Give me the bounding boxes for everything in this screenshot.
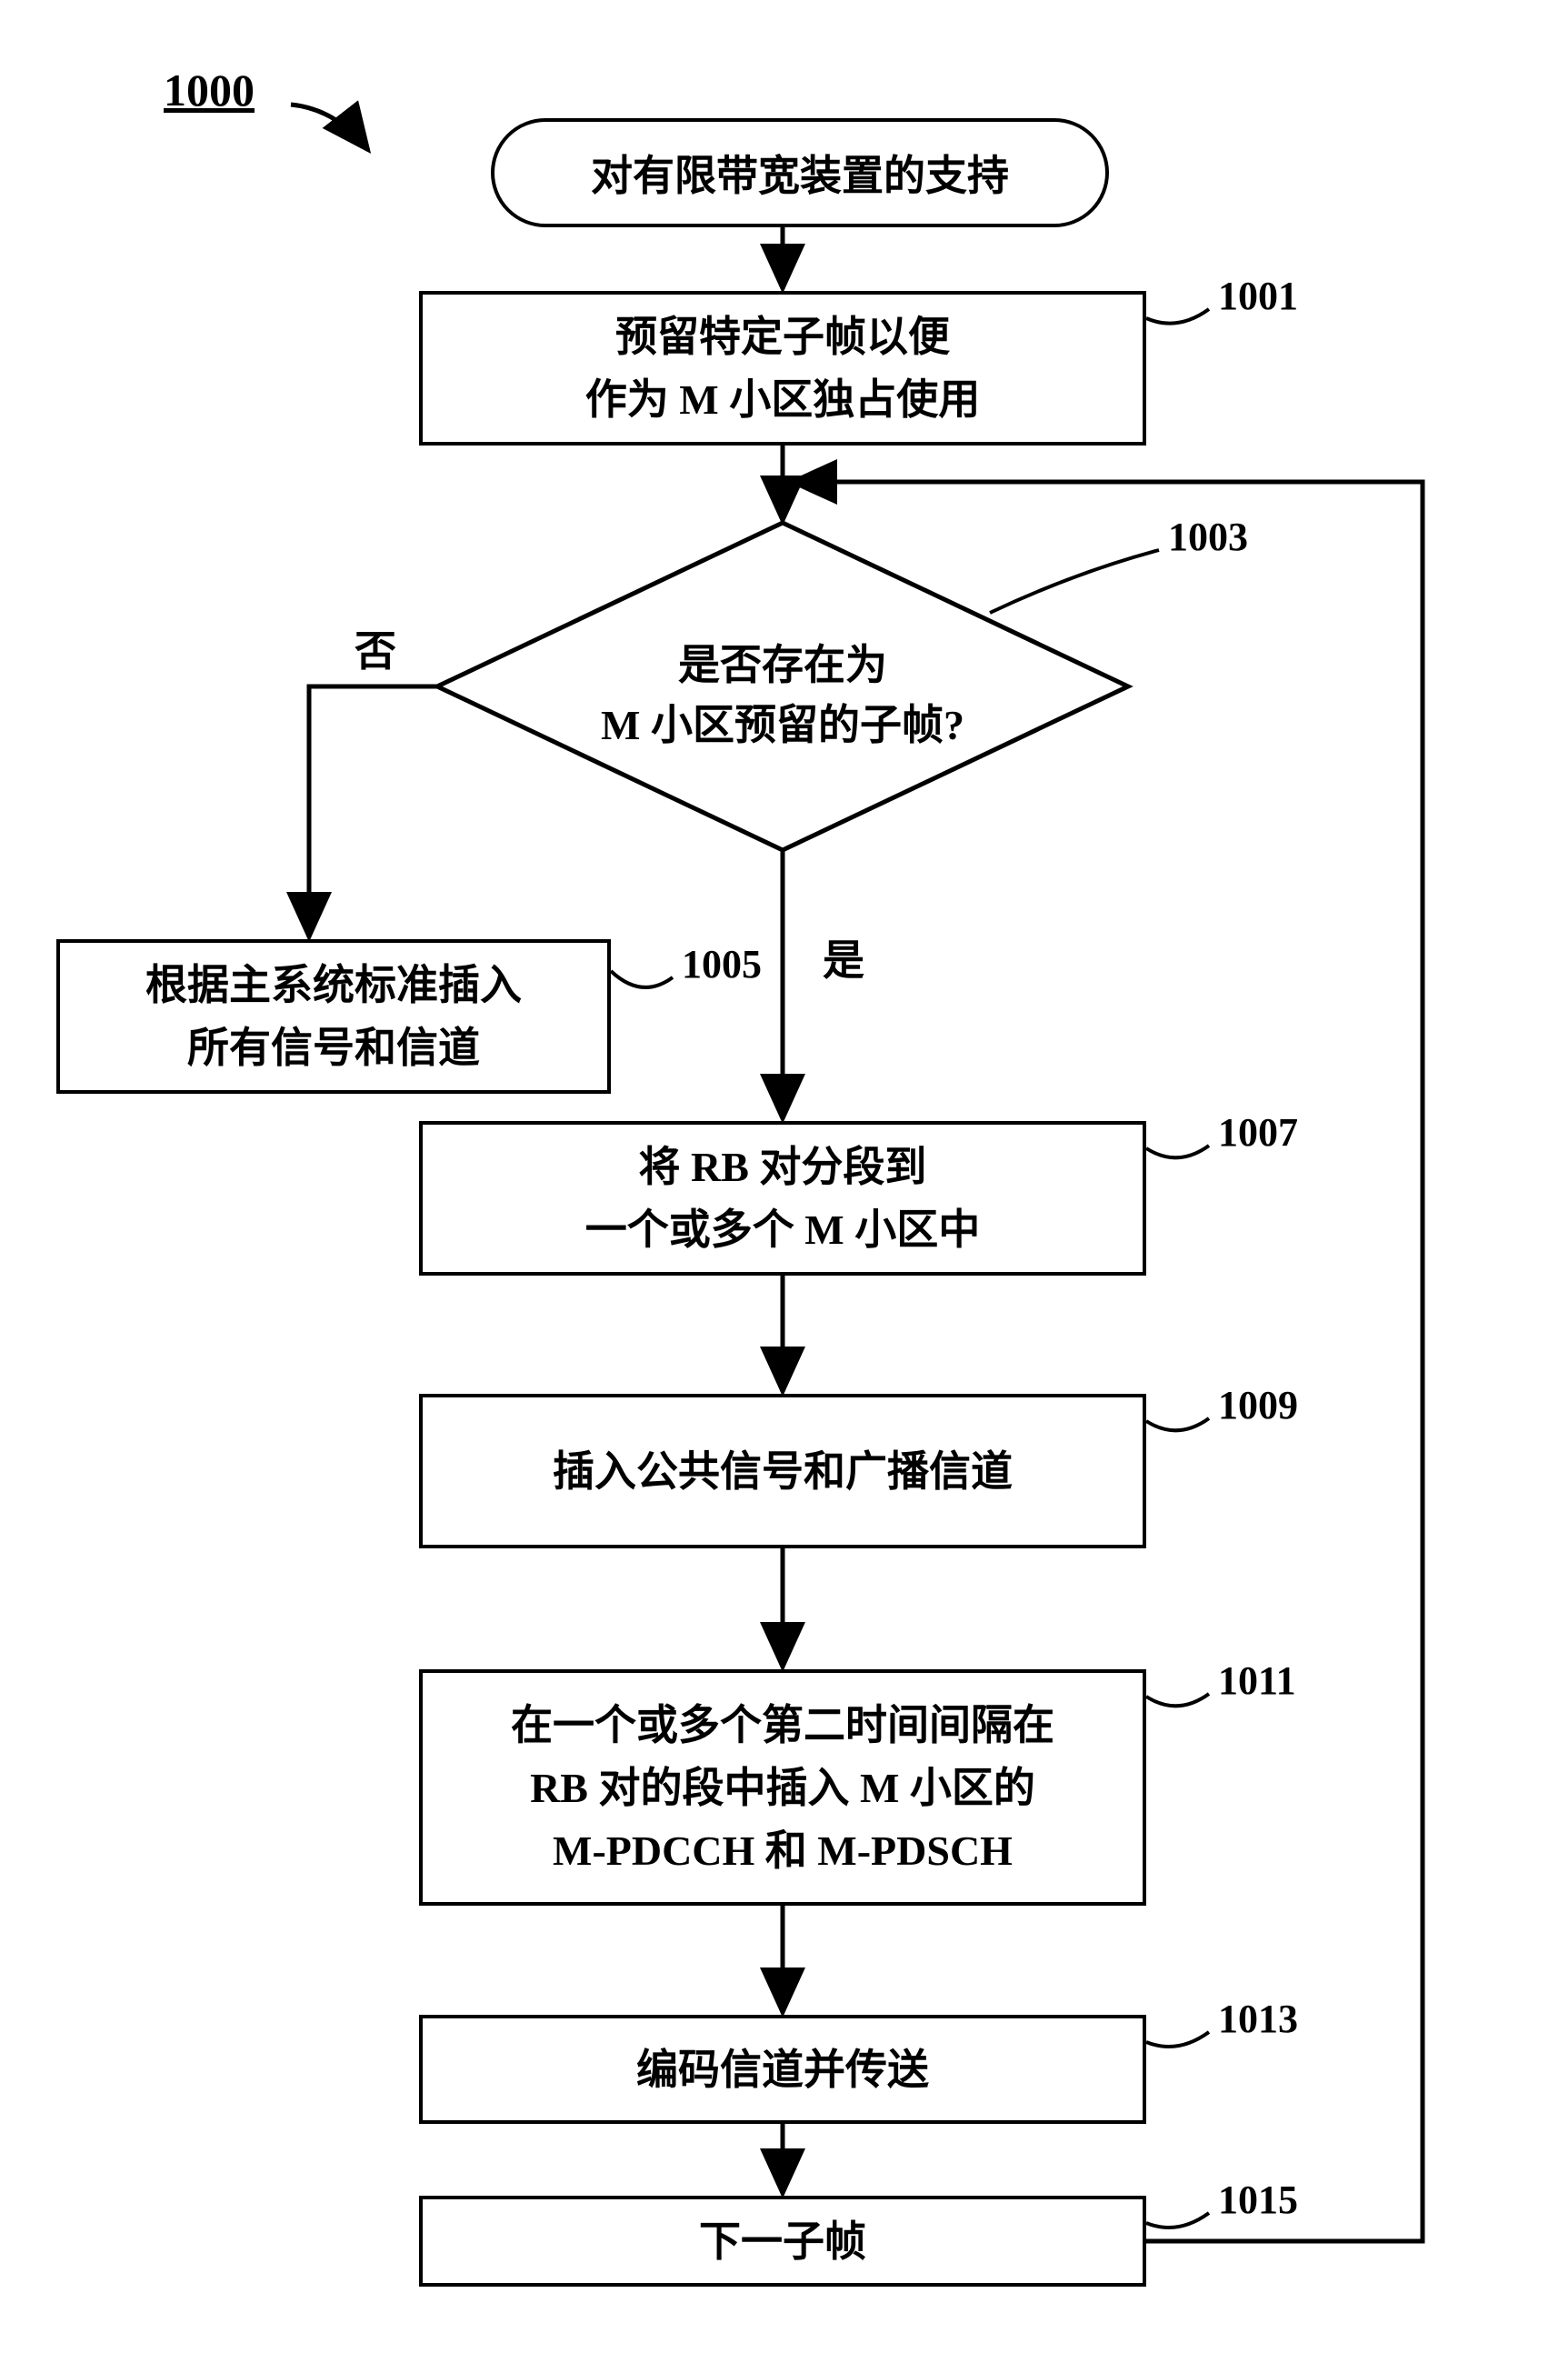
ref-label-1003: 1003 bbox=[1168, 514, 1248, 560]
branch-label-yes: 是 bbox=[823, 927, 864, 987]
ref-label-1005: 1005 bbox=[682, 941, 762, 987]
ref-label-1011: 1011 bbox=[1218, 1657, 1296, 1704]
ref-label-1007: 1007 bbox=[1218, 1109, 1298, 1156]
ref-label-1009: 1009 bbox=[1218, 1382, 1298, 1428]
branch-label-no: 否 bbox=[355, 618, 396, 678]
decision-text-1003: 是否存在为M 小区预留的子帧? bbox=[528, 632, 1037, 752]
flowchart-connectors bbox=[0, 0, 1568, 2353]
ref-label-1001: 1001 bbox=[1218, 273, 1298, 319]
ref-label-1013: 1013 bbox=[1218, 1996, 1298, 2042]
ref-label-1015: 1015 bbox=[1218, 2177, 1298, 2223]
